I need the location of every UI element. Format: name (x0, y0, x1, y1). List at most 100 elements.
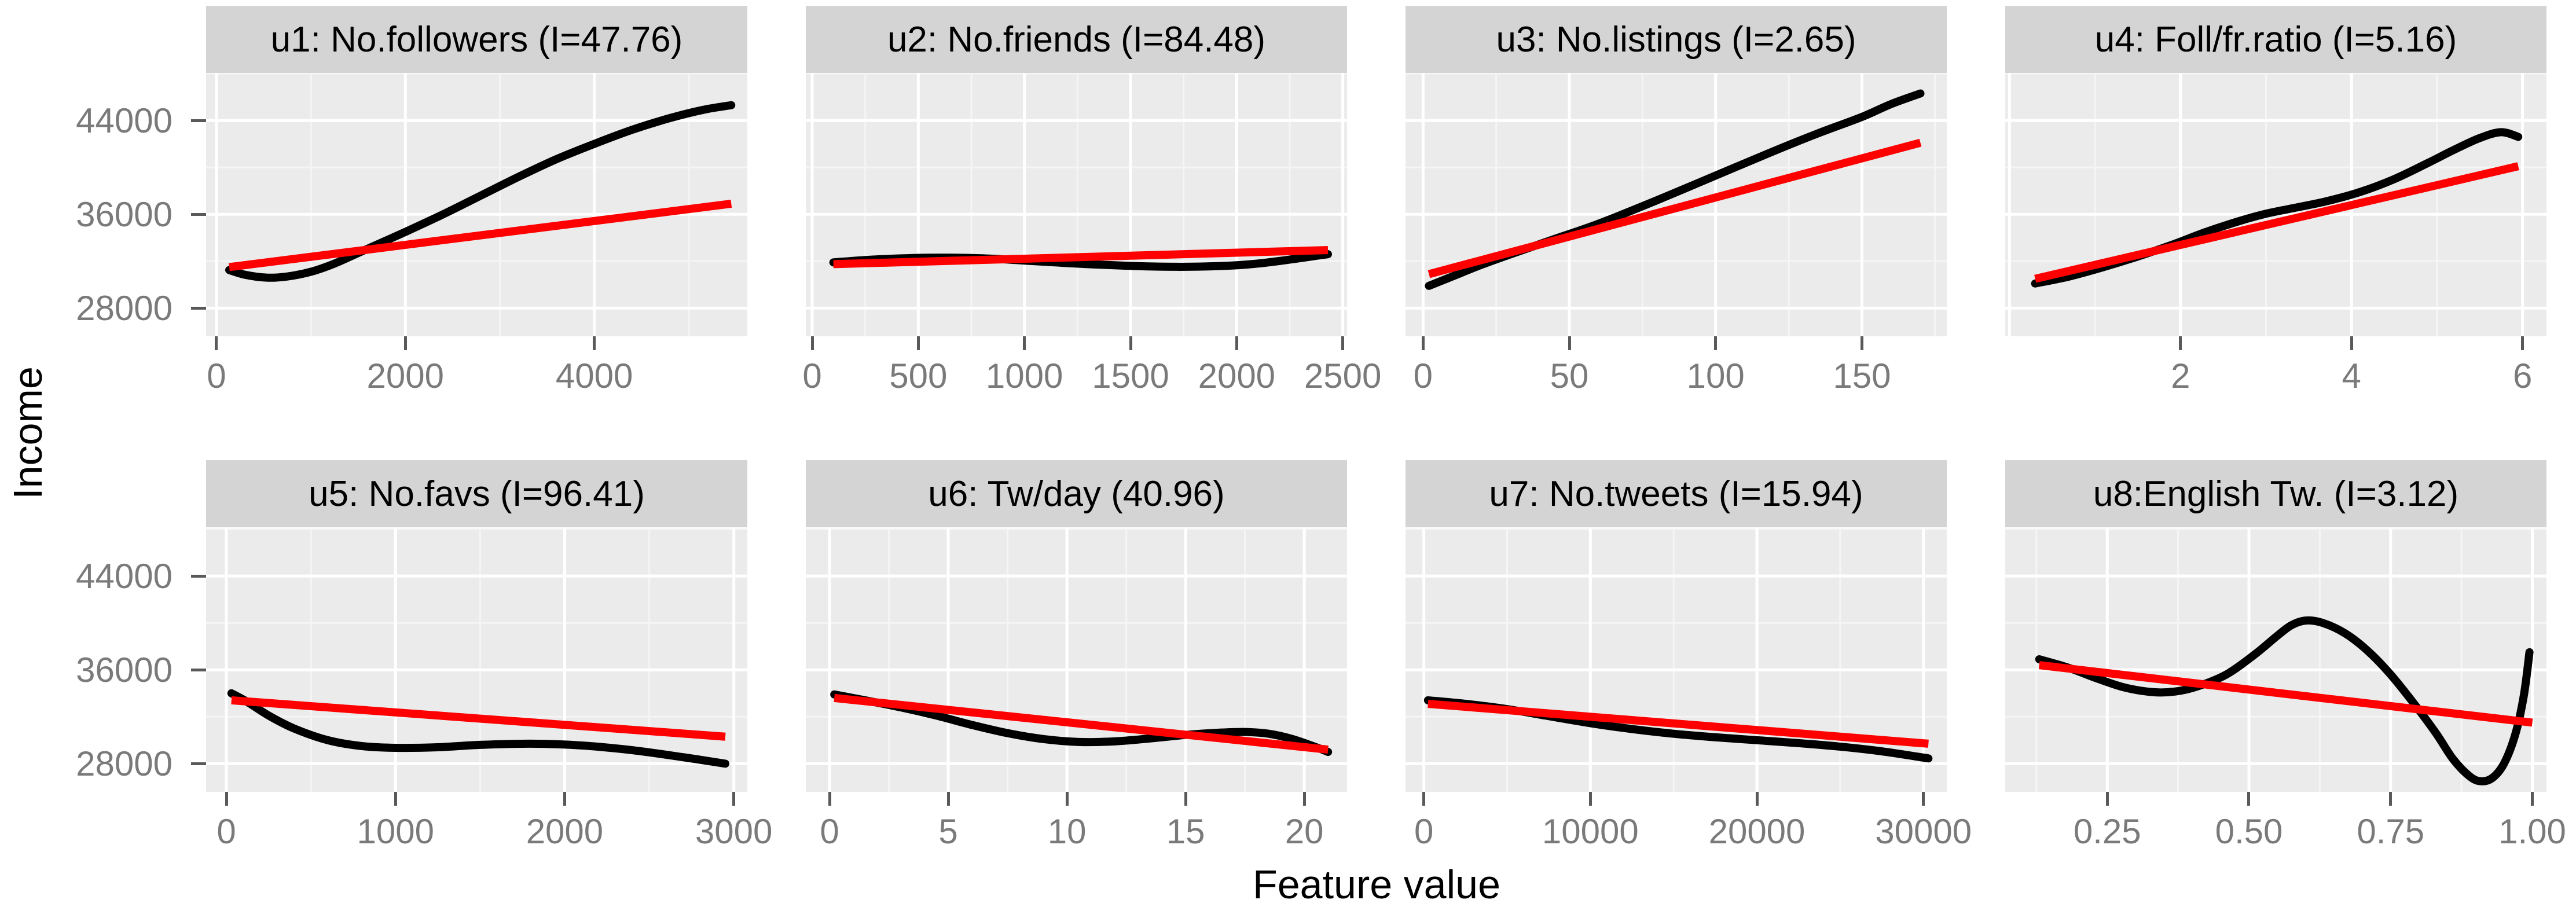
x-tick-label-u1: 0 (207, 357, 226, 395)
y-tick-mark (191, 762, 206, 765)
panel-strip-u2: u2: No.friends (I=84.48) (806, 6, 1347, 73)
x-tick-label-u2: 0 (802, 357, 822, 395)
x-tick-label-u2: 2500 (1304, 357, 1382, 395)
panel-strip-u8: u8:English Tw. (I=3.12) (2005, 460, 2546, 527)
x-tick-mark-u5 (563, 792, 566, 806)
y-tick-mark (191, 668, 206, 671)
y-tick-label: 36000 (76, 651, 173, 690)
linear-fit-u3 (1428, 138, 1922, 278)
panel-plot-u3 (1406, 73, 1947, 336)
x-tick-label-u1: 4000 (555, 357, 633, 395)
x-tick-mark-u2 (810, 336, 814, 350)
x-tick-mark-u1 (215, 336, 218, 350)
x-tick-mark-u3 (1714, 336, 1718, 350)
x-tick-mark-u5 (394, 792, 397, 806)
x-tick-label-u7: 0 (1414, 812, 1434, 851)
x-tick-mark-u5 (732, 792, 736, 806)
x-tick-label-u2: 500 (889, 357, 948, 395)
x-tick-label-u2: 1500 (1092, 357, 1169, 395)
x-tick-mark-u5 (225, 792, 228, 806)
x-tick-mark-u2 (1023, 336, 1026, 350)
linear-fit-u6 (834, 693, 1329, 754)
smooth-curve-u1 (225, 101, 736, 282)
x-tick-label-u6: 20 (1285, 812, 1324, 851)
x-tick-label-u8: 0.50 (2215, 812, 2283, 851)
x-tick-label-u7: 20000 (1708, 812, 1806, 851)
x-tick-label-u5: 2000 (526, 812, 604, 851)
x-tick-mark-u8 (2105, 792, 2109, 806)
x-tick-label-u8: 0.25 (2073, 812, 2141, 851)
panel-strip-u1: u1: No.followers (I=47.76) (206, 6, 747, 73)
x-tick-mark-u7 (1422, 792, 1426, 806)
panel-title-u5: u5: No.favs (I=96.41) (309, 473, 645, 514)
y-tick-label: 28000 (76, 289, 173, 328)
panel-title-u8: u8:English Tw. (I=3.12) (2093, 473, 2459, 514)
linear-fit-u7 (1428, 700, 1929, 748)
panel-title-u2: u2: No.friends (I=84.48) (887, 19, 1266, 60)
panel-strip-u6: u6: Tw/day (40.96) (806, 460, 1347, 527)
panel-plot-u8 (2005, 528, 2546, 792)
x-tick-mark-u6 (828, 792, 831, 806)
x-axis-title: Feature value (1252, 862, 1501, 907)
x-tick-mark-u7 (1922, 792, 1925, 806)
x-tick-label-u5: 0 (216, 812, 236, 851)
panel-background (206, 73, 747, 336)
y-tick-mark (191, 306, 206, 310)
y-tick-mark (191, 212, 206, 216)
smooth-curve-u5 (227, 689, 730, 768)
x-tick-label-u5: 3000 (695, 812, 773, 851)
x-tick-mark-u7 (1755, 792, 1759, 806)
x-tick-label-u5: 1000 (357, 812, 434, 851)
x-tick-mark-u2 (1129, 336, 1132, 350)
x-tick-label-u8: 1.00 (2498, 812, 2566, 851)
x-tick-mark-u6 (1302, 792, 1306, 806)
x-tick-label-u7: 10000 (1542, 812, 1639, 851)
x-tick-mark-u2 (916, 336, 920, 350)
x-tick-label-u3: 0 (1413, 357, 1433, 395)
panel-title-u1: u1: No.followers (I=47.76) (270, 19, 683, 60)
x-tick-label-u6: 15 (1166, 812, 1205, 851)
x-tick-label-u7: 30000 (1875, 812, 1972, 851)
x-tick-mark-u3 (1568, 336, 1571, 350)
panel-plot-u7 (1406, 528, 1947, 792)
linear-fit-u8 (2038, 661, 2533, 727)
x-tick-mark-u1 (403, 336, 407, 350)
smooth-curve-u6 (830, 690, 1333, 757)
panel-plot-u5 (206, 528, 747, 792)
linear-fit-u4 (2034, 162, 2519, 283)
x-tick-mark-u4 (2521, 336, 2524, 350)
x-tick-label-u4: 4 (2342, 357, 2361, 395)
y-tick-label: 36000 (76, 195, 173, 234)
panel-background (2005, 73, 2546, 336)
x-tick-label-u3: 150 (1833, 357, 1891, 395)
panel-strip-u4: u4: Foll/fr.ratio (I=5.16) (2005, 6, 2546, 73)
panel-strip-u5: u5: No.favs (I=96.41) (206, 460, 747, 527)
x-tick-label-u2: 1000 (985, 357, 1063, 395)
x-tick-mark-u2 (1235, 336, 1238, 350)
x-tick-label-u4: 6 (2512, 357, 2533, 395)
panel-strip-u3: u3: No.listings (I=2.65) (1406, 6, 1947, 73)
panel-background (2005, 528, 2546, 792)
panel-background (806, 528, 1347, 792)
x-tick-label-u8: 0.75 (2357, 812, 2425, 851)
x-tick-mark-u4 (2179, 336, 2182, 350)
x-tick-mark-u8 (2389, 792, 2392, 806)
panel-title-u4: u4: Foll/fr.ratio (I=5.16) (2094, 19, 2457, 60)
smooth-curve-u8 (2035, 616, 2534, 785)
y-tick-mark (191, 574, 206, 578)
y-tick-label: 44000 (76, 101, 173, 141)
y-tick-label: 28000 (76, 744, 173, 784)
panel-title-u3: u3: No.listings (I=2.65) (1496, 19, 1856, 60)
panel-plot-u2 (806, 73, 1347, 336)
x-tick-label-u2: 2000 (1198, 357, 1276, 395)
x-tick-mark-u3 (1860, 336, 1863, 350)
x-tick-mark-u6 (1184, 792, 1187, 806)
x-tick-label-u6: 0 (820, 812, 839, 851)
x-tick-mark-u6 (946, 792, 950, 806)
panel-title-u6: u6: Tw/day (40.96) (928, 473, 1225, 514)
y-tick-mark (191, 119, 206, 122)
x-tick-mark-u6 (1065, 792, 1069, 806)
panel-plot-u4 (2005, 73, 2546, 336)
x-tick-mark-u8 (2247, 792, 2251, 806)
